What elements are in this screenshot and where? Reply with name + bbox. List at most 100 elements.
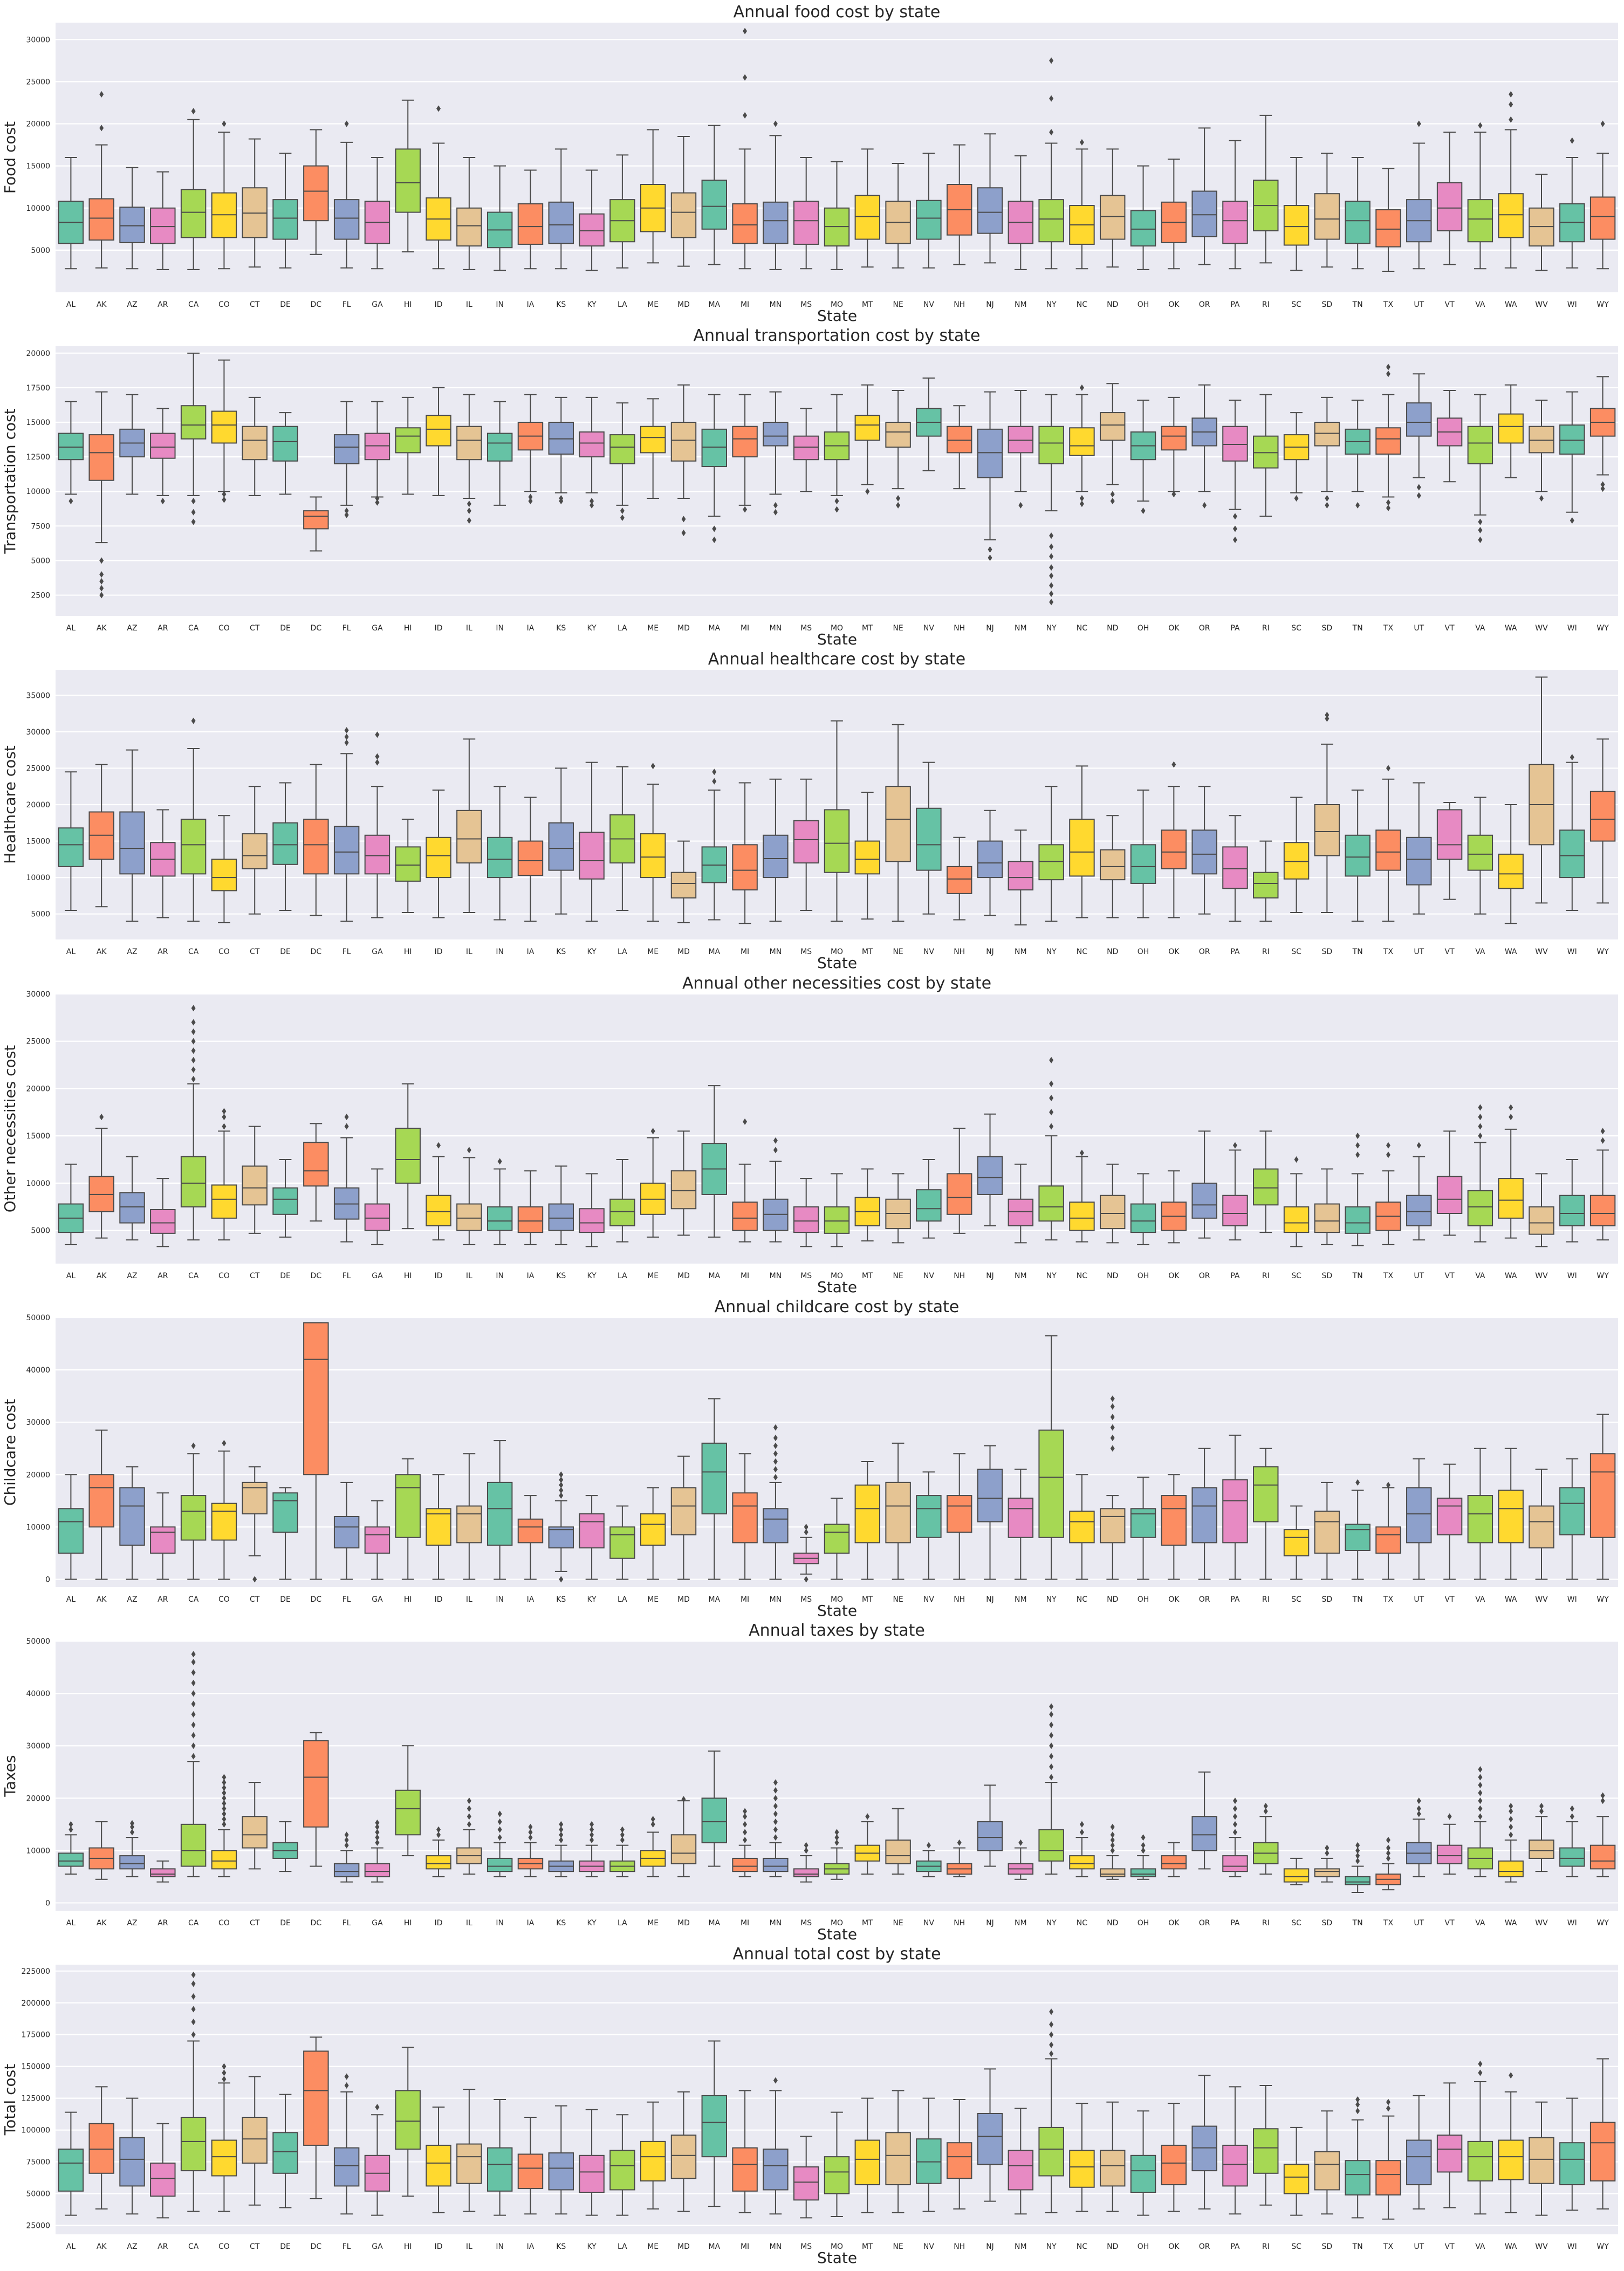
x-tick-label: MD <box>677 300 690 309</box>
y-tick-label: 200000 <box>22 1999 50 2008</box>
x-tick-label: WY <box>1596 624 1609 633</box>
outlier-point <box>712 769 717 776</box>
box-OR <box>1191 1130 1217 1239</box>
outlier-point <box>1416 1142 1421 1149</box>
x-tick-label: AK <box>97 1919 107 1927</box>
box-iqr <box>1222 1195 1248 1226</box>
box-iqr <box>763 422 789 447</box>
box-NJ <box>977 2068 1003 2202</box>
x-tick-label: FL <box>342 1272 351 1280</box>
box-iqr <box>456 2143 482 2184</box>
y-tick-label: 25000 <box>26 1038 50 1046</box>
box-iqr <box>640 1513 666 1546</box>
box-iqr <box>456 1203 482 1231</box>
outlier-point <box>773 1834 778 1841</box>
x-tick-label: AZ <box>127 1272 137 1280</box>
box-NM <box>1008 1469 1034 1580</box>
box-WV <box>1529 174 1554 271</box>
outlier-point <box>590 502 594 509</box>
outlier-point <box>191 2031 196 2038</box>
box-IA <box>517 2117 544 2215</box>
outlier-point <box>1049 95 1054 102</box>
x-tick-label: MN <box>770 1919 782 1927</box>
box-iqr <box>1191 190 1217 237</box>
box-iqr <box>456 809 482 864</box>
box-iqr <box>180 1156 207 1207</box>
x-tick-label: VT <box>1445 1595 1455 1604</box>
outlier-point <box>497 1826 502 1833</box>
outlier-point <box>1049 129 1054 136</box>
x-tick-label: NJ <box>986 1595 994 1604</box>
outlier-point <box>1171 761 1176 768</box>
x-tick-label: OR <box>1199 2242 1210 2251</box>
box-IN <box>486 401 513 506</box>
outlier-point <box>99 1114 104 1121</box>
box-SC <box>1283 157 1310 271</box>
outlier-point <box>375 731 380 738</box>
x-tick-label: NC <box>1077 624 1087 633</box>
box-iqr <box>854 415 881 441</box>
outlier-point <box>467 507 471 514</box>
x-tick-label: OH <box>1138 948 1149 956</box>
x-tick-label: NY <box>1046 948 1057 956</box>
subplot-7: 25000 50000 75000 100000 125000 150000 175000 2… <box>1 1945 1618 2267</box>
box-FL <box>333 401 360 518</box>
box-iqr <box>548 2152 574 2191</box>
box-iqr <box>1589 196 1616 240</box>
box-iqr <box>1222 201 1248 244</box>
outlier-point <box>1386 363 1390 371</box>
outlier-point <box>1049 1753 1054 1760</box>
x-tick-label: MN <box>770 2242 782 2251</box>
outlier-point <box>222 1821 227 1828</box>
x-tick-label: LA <box>618 1272 627 1280</box>
outlier-point <box>773 1818 778 1825</box>
x-tick-label: SD <box>1322 1919 1333 1927</box>
box-CA <box>180 1651 207 1877</box>
outlier-point <box>896 502 901 509</box>
outlier-point <box>191 1047 196 1054</box>
x-tick-label: MT <box>862 624 873 633</box>
x-tick-label: CO <box>218 1595 230 1604</box>
x-tick-label: MD <box>677 1595 690 1604</box>
outlier-point <box>926 1842 931 1849</box>
outlier-point <box>222 2063 227 2070</box>
x-tick-label: DC <box>311 300 322 309</box>
outlier-point <box>1478 527 1483 534</box>
x-tick-label: UT <box>1414 1595 1424 1604</box>
x-tick-label: MI <box>741 2242 749 2251</box>
outlier-point <box>191 717 196 724</box>
box-WY <box>1589 1128 1616 1241</box>
y-tick-label: 0 <box>45 1899 50 1908</box>
x-tick-label: SC <box>1291 1919 1301 1927</box>
box-iqr <box>395 427 421 454</box>
box-iqr <box>1100 195 1126 240</box>
box-NJ <box>977 133 1003 264</box>
box-AZ <box>119 2097 145 2215</box>
outlier-point <box>1355 1142 1360 1149</box>
box-iqr <box>1222 846 1248 889</box>
x-tick-label: OR <box>1199 624 1210 633</box>
x-tick-label: IN <box>496 2242 504 2251</box>
x-tick-label: OH <box>1138 300 1149 309</box>
outlier-point <box>375 759 380 766</box>
outlier-point <box>1509 1831 1513 1838</box>
y-tick-label: 100000 <box>22 2126 50 2135</box>
outlier-point <box>1079 384 1084 391</box>
x-tick-label: GA <box>372 1595 383 1604</box>
x-tick-label: NJ <box>986 624 994 633</box>
box-iqr <box>1008 426 1034 454</box>
box-NE <box>885 390 911 509</box>
box-KY <box>579 169 605 271</box>
box-iqr <box>150 433 176 459</box>
box-IL <box>456 1453 482 1580</box>
box-MN <box>763 120 789 270</box>
outlier-point <box>191 1066 196 1073</box>
box-iqr <box>1436 809 1463 860</box>
x-tick-label: WV <box>1535 624 1548 633</box>
box-AL <box>58 771 84 911</box>
x-tick-label: MT <box>862 1595 873 1604</box>
x-tick-label: CT <box>250 624 260 633</box>
x-tick-label: WI <box>1567 624 1577 633</box>
box-iqr <box>426 1508 451 1546</box>
x-tick-label: IL <box>466 2242 472 2251</box>
